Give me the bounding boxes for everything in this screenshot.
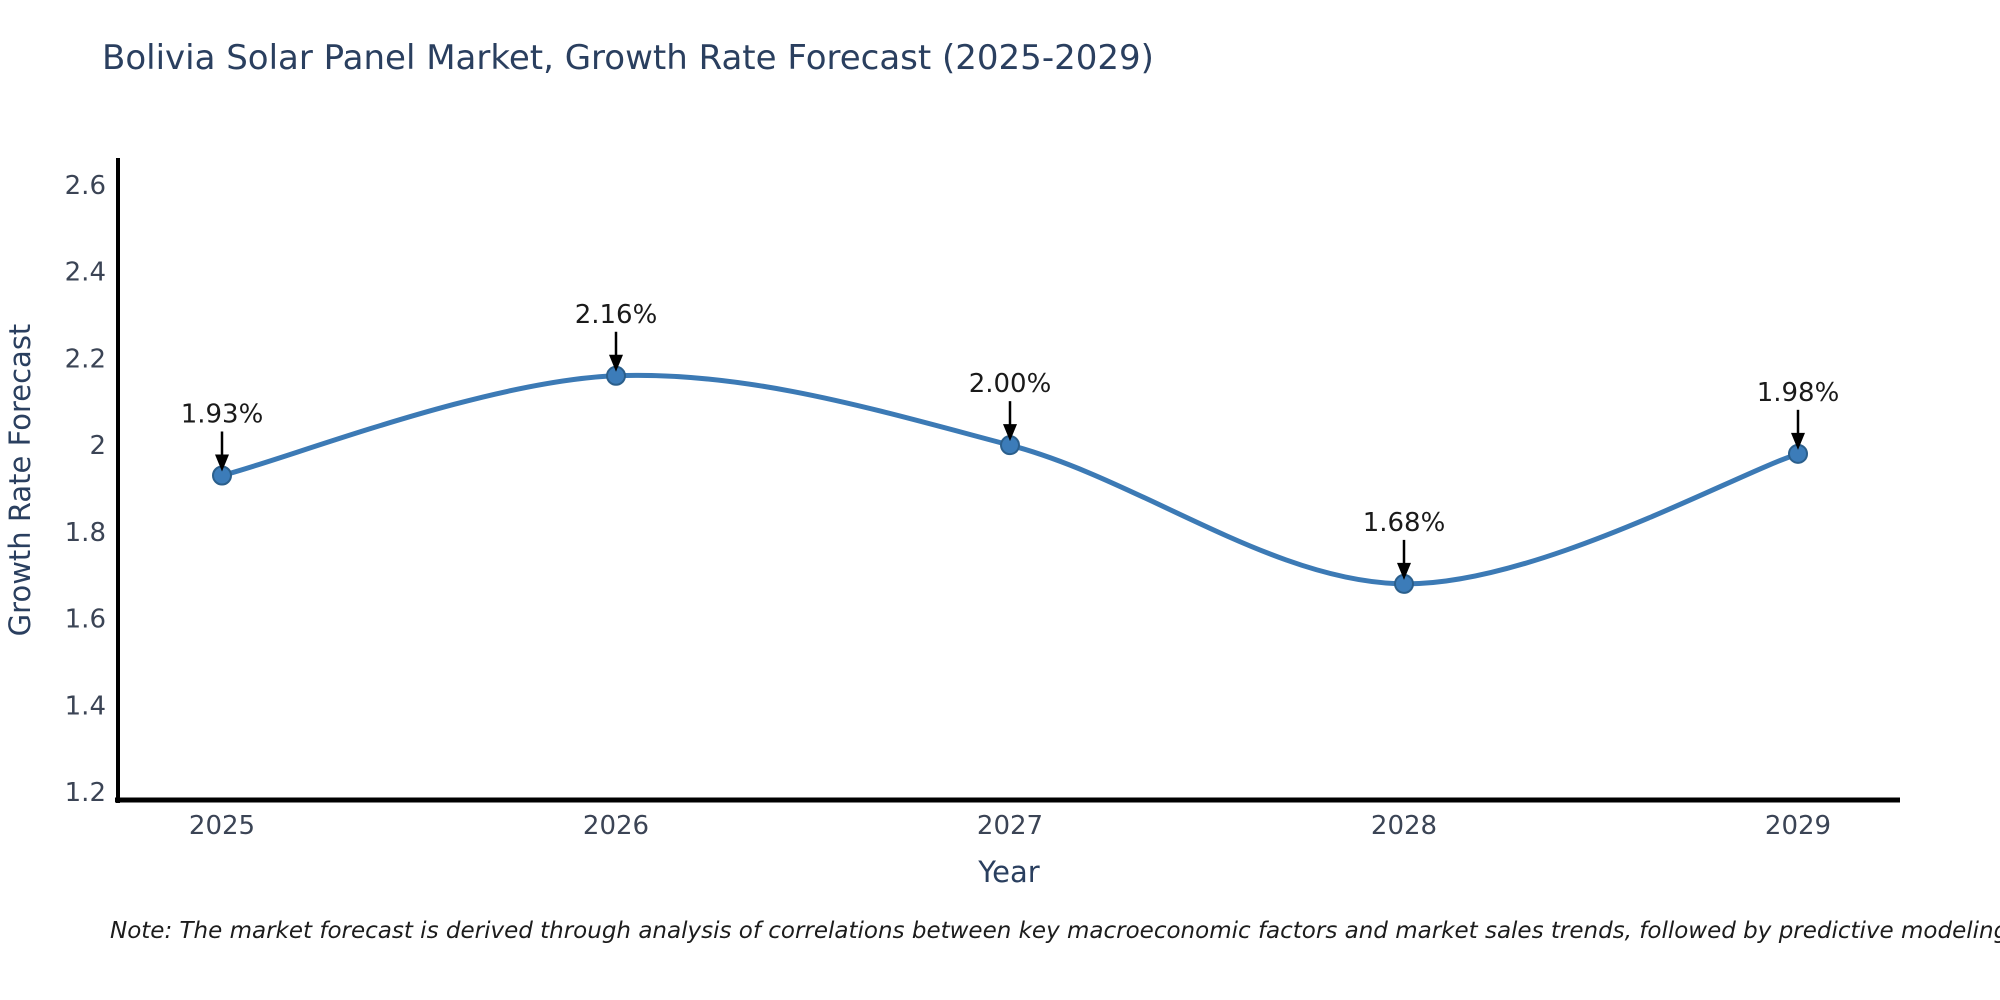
annotation-arrow-head — [215, 454, 229, 472]
data-point-label: 1.93% — [181, 399, 264, 429]
annotation-arrow-head — [1791, 432, 1805, 450]
y-tick-label: 2.6 — [65, 171, 106, 201]
x-axis-title: Year — [977, 855, 1039, 889]
y-tick-label: 1.4 — [65, 691, 106, 721]
data-point-label: 2.16% — [575, 300, 658, 330]
x-tick-label: 2027 — [977, 811, 1043, 841]
y-tick-label: 2 — [89, 431, 106, 461]
y-axis-title: Growth Rate Forecast — [3, 324, 37, 637]
y-tick-label: 2.4 — [65, 258, 106, 288]
annotation-arrow-head — [1397, 562, 1411, 580]
x-tick-label: 2028 — [1371, 811, 1437, 841]
chart-title: Bolivia Solar Panel Market, Growth Rate … — [102, 38, 1154, 78]
x-tick-label: 2029 — [1765, 811, 1831, 841]
x-tick-label: 2025 — [189, 811, 255, 841]
x-tick-label: 2026 — [583, 811, 649, 841]
y-tick-label: 1.6 — [65, 605, 106, 635]
data-point-label: 1.98% — [1757, 378, 1840, 408]
footnote-text: Note: The market forecast is derived thr… — [110, 918, 2000, 944]
y-tick-label: 2.2 — [65, 344, 106, 374]
data-point-label: 2.00% — [969, 369, 1052, 399]
data-point-label: 1.68% — [1363, 508, 1446, 538]
y-tick-label: 1.8 — [65, 518, 106, 548]
annotation-arrow-head — [1003, 424, 1017, 442]
y-tick-label: 1.2 — [65, 778, 106, 808]
annotation-arrow-head — [609, 354, 623, 372]
